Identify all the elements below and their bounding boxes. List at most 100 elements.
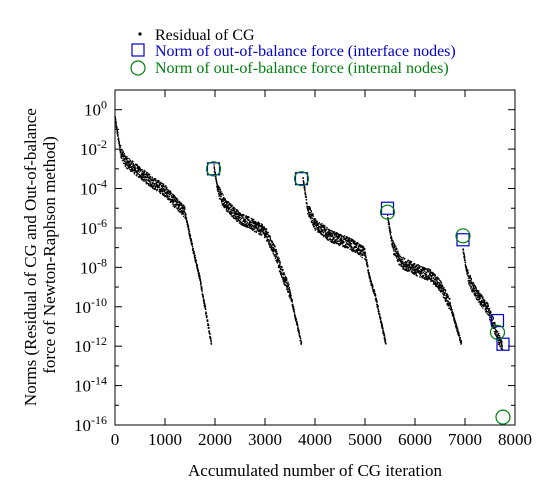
cg-residual-point — [471, 283, 473, 285]
cg-residual-point — [278, 258, 280, 260]
cg-residual-point — [432, 282, 435, 284]
cg-residual-point — [308, 208, 311, 210]
cg-residual-point — [311, 220, 313, 222]
cg-residual-point — [122, 157, 124, 160]
cg-residual-point — [156, 183, 158, 186]
y-tick-label: 100 — [84, 98, 107, 120]
cg-residual-point — [234, 211, 236, 213]
cg-residual-point — [264, 233, 266, 235]
cg-residual-point — [468, 277, 470, 279]
cg-residual-point — [388, 222, 390, 224]
cg-residual-point — [485, 302, 488, 304]
cg-residual-point — [308, 211, 310, 213]
cg-residual-point — [129, 163, 131, 166]
cg-residual-point — [401, 262, 403, 264]
cg-residual-point — [143, 176, 145, 178]
cg-residual-point — [147, 180, 149, 182]
cg-residual-point — [179, 208, 182, 211]
interface-node-marker — [294, 172, 309, 186]
markers-layer — [205, 161, 511, 425]
cg-residual-point — [341, 238, 343, 240]
cg-residual-point — [392, 246, 395, 249]
cg-residual-point — [324, 232, 326, 234]
cg-residual-point — [330, 240, 333, 243]
cg-residual-point — [250, 224, 252, 226]
cg-residual-point — [178, 202, 181, 204]
cg-residual-point — [140, 169, 142, 171]
cg-residual-point — [303, 181, 305, 183]
cg-residual-point — [412, 268, 414, 270]
cg-residual-point — [202, 294, 204, 296]
cg-residual-point — [223, 196, 225, 199]
cg-residual-point — [423, 273, 426, 275]
cg-residual-point — [114, 118, 117, 120]
cg-residual-point — [323, 224, 325, 227]
cg-residual-point — [290, 297, 292, 299]
cg-residual-point — [273, 248, 275, 250]
cg-residual-point — [317, 227, 319, 229]
cg-residual-point — [246, 222, 248, 224]
cg-residual-point — [119, 145, 121, 147]
cg-residual-point — [327, 228, 329, 230]
cg-residual-point — [431, 272, 433, 275]
cg-residual-point — [253, 218, 255, 221]
cg-residual-point — [465, 265, 467, 267]
cg-residual-point — [464, 262, 467, 264]
cg-residual-point — [180, 211, 182, 214]
cg-residual-point — [501, 348, 504, 350]
cg-residual-point — [227, 205, 229, 208]
cg-residual-point — [256, 227, 258, 229]
cg-residual-point — [490, 310, 492, 312]
cg-residual-point — [436, 281, 439, 283]
cg-residual-point — [154, 188, 156, 190]
cg-residual-point — [276, 261, 278, 263]
cg-residual-point — [283, 279, 286, 282]
y-tick-label: 10-14 — [74, 374, 107, 396]
cg-residual-point — [156, 181, 158, 183]
cg-residual-point — [479, 302, 481, 304]
cg-residual-point — [311, 217, 314, 219]
cg-residual-point — [221, 192, 223, 195]
cg-residual-point — [367, 269, 370, 271]
cg-residual-point — [408, 266, 410, 268]
cg-residual-point — [478, 291, 480, 293]
internal-node-marker — [489, 324, 506, 340]
cg-residual-point — [281, 266, 283, 268]
cg-residual-point — [436, 277, 438, 280]
cg-residual-point — [215, 175, 217, 177]
cg-residual-point — [258, 225, 260, 228]
cg-residual-point — [326, 235, 328, 237]
cg-residual-point — [486, 306, 488, 308]
cg-residual-point — [280, 274, 283, 277]
cg-residual-point — [260, 233, 262, 235]
cg-residual-point — [136, 164, 139, 166]
cg-residual-point — [133, 172, 136, 174]
interface-node-marker — [456, 233, 470, 247]
cg-residual-point — [248, 224, 250, 226]
cg-residual-point — [117, 131, 119, 133]
cg-residual-point — [276, 254, 278, 256]
y-tick-label: 10-4 — [80, 177, 107, 199]
cg-residual-point — [269, 237, 271, 239]
cg-residual-point — [497, 342, 500, 344]
cg-residual-point — [164, 194, 167, 197]
cg-residual-point — [245, 223, 247, 225]
cg-residual-point — [279, 268, 282, 270]
cg-residual-point — [395, 255, 397, 257]
cg-residual-point — [383, 334, 386, 336]
cg-residual-point — [155, 178, 157, 180]
cg-residual-point — [346, 242, 348, 244]
cg-residual-point — [390, 232, 392, 234]
cg-residual-point — [244, 218, 247, 221]
cg-residual-point — [275, 256, 277, 258]
cg-residual-point — [201, 287, 203, 290]
cg-residual-point — [459, 337, 461, 339]
cg-residual-point — [280, 272, 282, 274]
cg-residual-point — [482, 300, 484, 302]
cg-residual-point — [241, 221, 243, 224]
cg-residual-point — [169, 190, 172, 192]
cg-residual-point — [466, 271, 468, 273]
cg-residual-point — [142, 179, 145, 181]
cg-residual-point — [196, 268, 199, 270]
cg-residual-point — [405, 265, 407, 267]
